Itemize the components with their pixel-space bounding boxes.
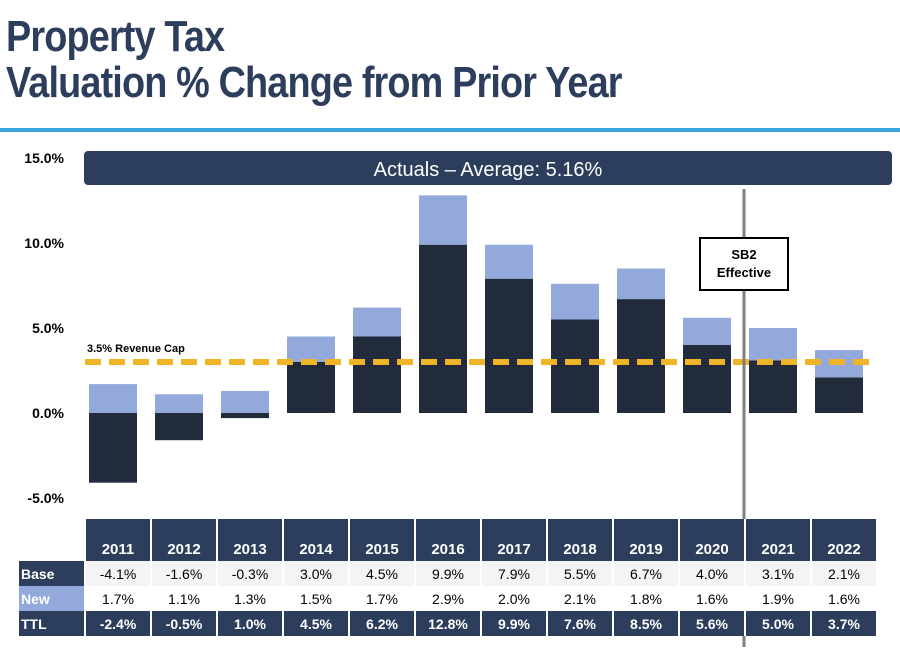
- bars: [89, 195, 863, 483]
- ttl-value-cell: 4.5%: [283, 611, 350, 636]
- data-table: 2011 2012 2013 2014 2015 2016 2017 2018 2019 2020…: [19, 519, 878, 636]
- ttl-value-cell: 12.8%: [415, 611, 482, 636]
- new-value-cell: 1.1%: [151, 586, 218, 611]
- bar-new-2013: [221, 390, 269, 413]
- base-value-cell: 4.0%: [679, 561, 746, 586]
- year-header-cell: 2022: [811, 519, 878, 561]
- base-value-cell: -1.6%: [151, 561, 218, 586]
- ttl-value-cell: 5.0%: [745, 611, 812, 636]
- bar-base-2015: [353, 336, 401, 413]
- bar-new-2017: [485, 244, 533, 279]
- y-axis: 15.0% 10.0% 5.0% 0.0% -5.0%: [24, 150, 64, 506]
- year-header-row: 2011 2012 2013 2014 2015 2016 2017 2018 2019 2020…: [19, 519, 878, 561]
- base-value-cell: 7.9%: [481, 561, 548, 586]
- bar-base-2014: [287, 362, 335, 413]
- ttl-value-cell: 8.5%: [613, 611, 680, 636]
- bar-new-2020: [683, 317, 731, 345]
- average-banner: [84, 151, 892, 185]
- ttl-value-cell: 5.6%: [679, 611, 746, 636]
- new-value-cell: 2.9%: [415, 586, 482, 611]
- title-line-1: Property Tax: [6, 12, 225, 61]
- year-header-cell: 2021: [745, 519, 812, 561]
- y-tick-label: 5.0%: [32, 320, 64, 336]
- base-value-cell: 4.5%: [349, 561, 416, 586]
- bar-base-2018: [551, 319, 599, 413]
- sb2-callout-line-2: Effective: [717, 265, 771, 280]
- year-header-cell: 2011: [85, 519, 152, 561]
- sb2-callout-line-1: SB2: [731, 247, 756, 262]
- new-value-cell: 2.1%: [547, 586, 614, 611]
- base-value-cell: -0.3%: [217, 561, 284, 586]
- bar-new-2012: [155, 394, 203, 413]
- bar-new-2018: [551, 283, 599, 320]
- year-header-cell: 2015: [349, 519, 416, 561]
- year-header-cell: 2020: [679, 519, 746, 561]
- y-tick-label: 15.0%: [24, 150, 64, 166]
- ttl-value-cell: -2.4%: [85, 611, 152, 636]
- bar-base-2020: [683, 345, 731, 413]
- bar-new-2021: [749, 328, 797, 361]
- bar-base-2011: [89, 413, 137, 483]
- year-header-cell: 2018: [547, 519, 614, 561]
- new-value-cell: 1.8%: [613, 586, 680, 611]
- year-header-cell: 2016: [415, 519, 482, 561]
- new-value-cell: 1.5%: [283, 586, 350, 611]
- bar-new-2011: [89, 384, 137, 413]
- new-value-cell: 1.6%: [679, 586, 746, 611]
- bar-new-2019: [617, 268, 665, 300]
- base-value-cell: 2.1%: [811, 561, 878, 586]
- bar-base-2013: [221, 413, 269, 419]
- bar-base-2022: [815, 377, 863, 413]
- row-label-ttl: TTL: [19, 611, 86, 636]
- y-tick-label: -5.0%: [27, 490, 64, 506]
- y-tick-label: 10.0%: [24, 235, 64, 251]
- ttl-value-cell: 3.7%: [811, 611, 878, 636]
- base-value-cell: -4.1%: [85, 561, 152, 586]
- base-value-cell: 3.0%: [283, 561, 350, 586]
- row-label-base: Base: [19, 561, 86, 586]
- new-value-cell: 1.6%: [811, 586, 878, 611]
- title-line-2: Valuation % Change from Prior Year: [6, 58, 622, 107]
- ttl-value-cell: 9.9%: [481, 611, 548, 636]
- bar-base-2019: [617, 299, 665, 413]
- ttl-value-cell: 6.2%: [349, 611, 416, 636]
- row-label-new: New: [19, 586, 86, 611]
- y-tick-label: 0.0%: [32, 405, 64, 421]
- ttl-row: TTL -2.4% -0.5% 1.0% 4.5% 6.2% 12.8% 9.9% 7.6% 8.…: [19, 611, 878, 636]
- base-value-cell: 6.7%: [613, 561, 680, 586]
- sb2-callout-box: [699, 237, 789, 291]
- year-header-cell: 2012: [151, 519, 218, 561]
- new-row: New 1.7% 1.1% 1.3% 1.5% 1.7% 2.9% 2.0% 2.1% 1.8% 1…: [19, 586, 878, 611]
- bar-new-2014: [287, 336, 335, 362]
- average-banner-text: Actuals – Average: 5.16%: [374, 159, 603, 181]
- revenue-cap-label: 3.5% Revenue Cap: [87, 343, 185, 355]
- base-value-cell: 9.9%: [415, 561, 482, 586]
- new-value-cell: 1.9%: [745, 586, 812, 611]
- new-value-cell: 1.7%: [349, 586, 416, 611]
- year-header-cell: 2019: [613, 519, 680, 561]
- new-value-cell: 1.3%: [217, 586, 284, 611]
- bar-base-2016: [419, 244, 467, 413]
- ttl-value-cell: 1.0%: [217, 611, 284, 636]
- base-value-cell: 5.5%: [547, 561, 614, 586]
- new-value-cell: 1.7%: [85, 586, 152, 611]
- title-divider: [0, 128, 900, 132]
- base-value-cell: 3.1%: [745, 561, 812, 586]
- bar-base-2017: [485, 278, 533, 413]
- new-value-cell: 2.0%: [481, 586, 548, 611]
- bar-base-2021: [749, 360, 797, 413]
- year-header-cell: 2014: [283, 519, 350, 561]
- ttl-value-cell: 7.6%: [547, 611, 614, 636]
- ttl-value-cell: -0.5%: [151, 611, 218, 636]
- table-corner: [19, 519, 86, 561]
- bar-new-2015: [353, 307, 401, 337]
- bar-new-2016: [419, 195, 467, 245]
- bar-base-2012: [155, 413, 203, 441]
- base-row: Base -4.1% -1.6% -0.3% 3.0% 4.5% 9.9% 7.9% 5.5% 6…: [19, 561, 878, 586]
- page-title: Property Tax Valuation % Change from Pri…: [6, 14, 622, 106]
- year-header-cell: 2013: [217, 519, 284, 561]
- year-header-cell: 2017: [481, 519, 548, 561]
